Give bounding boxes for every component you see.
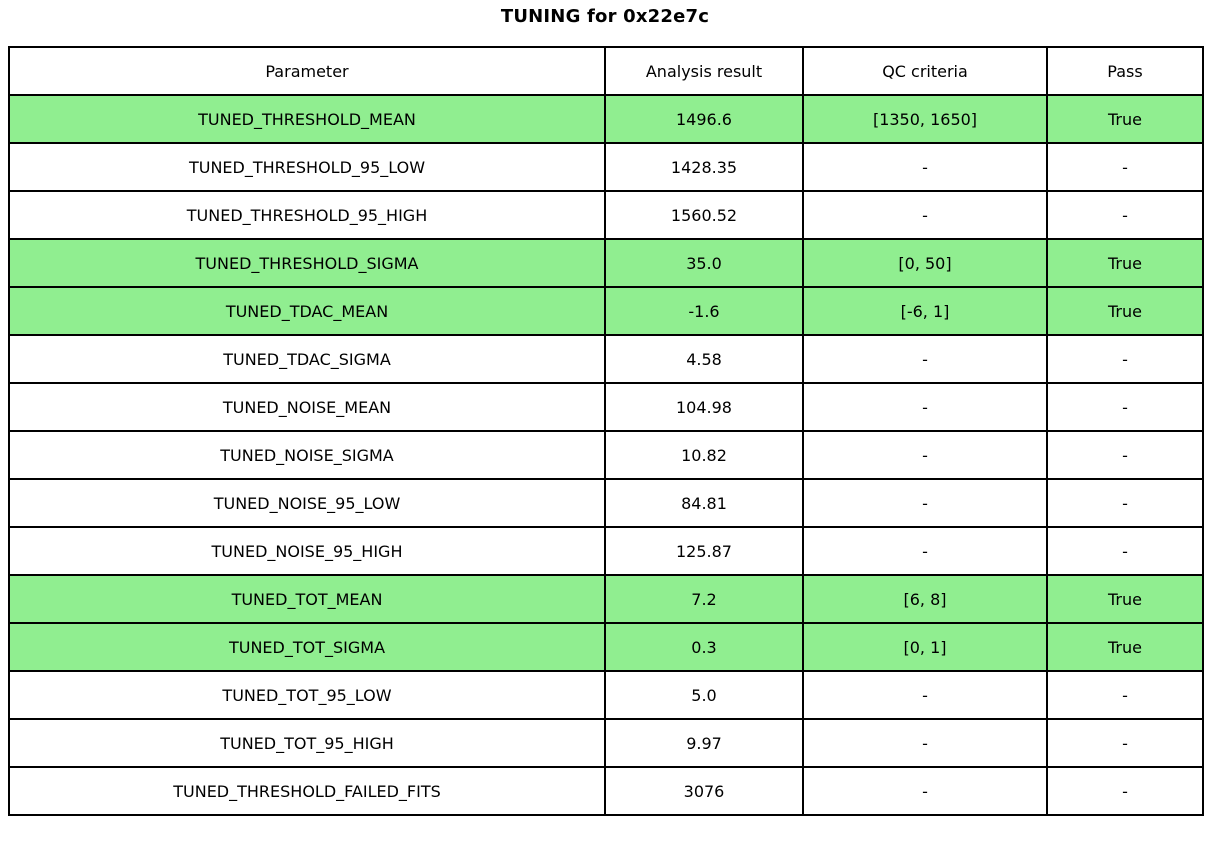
analysis-result-cell: 0.3 <box>604 622 804 672</box>
table-row: TUNED_THRESHOLD_SIGMA 35.0 [0, 50] True <box>8 238 1204 288</box>
parameter-cell: TUNED_NOISE_95_LOW <box>8 478 606 528</box>
parameter-cell: TUNED_TOT_95_HIGH <box>8 718 606 768</box>
pass-cell: - <box>1046 718 1204 768</box>
table-row: TUNED_TOT_95_HIGH 9.97 - - <box>8 718 1204 768</box>
table-row: TUNED_TDAC_MEAN -1.6 [-6, 1] True <box>8 286 1204 336</box>
qc-criteria-cell: [0, 50] <box>802 238 1048 288</box>
table-row: TUNED_TDAC_SIGMA 4.58 - - <box>8 334 1204 384</box>
qc-criteria-cell: - <box>802 382 1048 432</box>
analysis-result-cell: 10.82 <box>604 430 804 480</box>
parameter-cell: TUNED_NOISE_SIGMA <box>8 430 606 480</box>
parameter-cell: TUNED_TOT_SIGMA <box>8 622 606 672</box>
pass-cell: - <box>1046 334 1204 384</box>
parameter-cell: TUNED_THRESHOLD_MEAN <box>8 94 606 144</box>
qc-criteria-cell: - <box>802 430 1048 480</box>
qc-criteria-cell: - <box>802 526 1048 576</box>
analysis-result-cell: 4.58 <box>604 334 804 384</box>
qc-criteria-cell: - <box>802 478 1048 528</box>
parameter-cell: TUNED_THRESHOLD_95_HIGH <box>8 190 606 240</box>
analysis-result-cell: 9.97 <box>604 718 804 768</box>
table-row: TUNED_NOISE_SIGMA 10.82 - - <box>8 430 1204 480</box>
page-title: TUNING for 0x22e7c <box>500 6 710 27</box>
column-header-qc-criteria: QC criteria <box>802 46 1048 96</box>
table-row: TUNED_NOISE_95_LOW 84.81 - - <box>8 478 1204 528</box>
qc-criteria-cell: - <box>802 670 1048 720</box>
table-row: TUNED_NOISE_MEAN 104.98 - - <box>8 382 1204 432</box>
qc-criteria-cell: [6, 8] <box>802 574 1048 624</box>
analysis-result-cell: 7.2 <box>604 574 804 624</box>
pass-cell: True <box>1046 622 1204 672</box>
analysis-result-cell: 35.0 <box>604 238 804 288</box>
qc-criteria-cell: [-6, 1] <box>802 286 1048 336</box>
column-header-analysis-result: Analysis result <box>604 46 804 96</box>
pass-cell: - <box>1046 478 1204 528</box>
analysis-result-cell: 104.98 <box>604 382 804 432</box>
table-row: TUNED_THRESHOLD_95_HIGH 1560.52 - - <box>8 190 1204 240</box>
analysis-result-cell: 1560.52 <box>604 190 804 240</box>
qc-criteria-cell: - <box>802 766 1048 816</box>
pass-cell: - <box>1046 526 1204 576</box>
header-row: Parameter Analysis result QC criteria Pa… <box>8 46 1204 96</box>
pass-cell: - <box>1046 382 1204 432</box>
analysis-result-cell: 1428.35 <box>604 142 804 192</box>
qc-criteria-cell: - <box>802 718 1048 768</box>
analysis-result-cell: 3076 <box>604 766 804 816</box>
qc-criteria-cell: [1350, 1650] <box>802 94 1048 144</box>
analysis-result-cell: -1.6 <box>604 286 804 336</box>
parameter-cell: TUNED_TDAC_MEAN <box>8 286 606 336</box>
parameter-cell: TUNED_THRESHOLD_95_LOW <box>8 142 606 192</box>
qc-criteria-cell: - <box>802 142 1048 192</box>
parameter-cell: TUNED_THRESHOLD_FAILED_FITS <box>8 766 606 816</box>
parameter-cell: TUNED_THRESHOLD_SIGMA <box>8 238 606 288</box>
pass-cell: True <box>1046 574 1204 624</box>
pass-cell: True <box>1046 238 1204 288</box>
column-header-parameter: Parameter <box>8 46 606 96</box>
parameter-cell: TUNED_TOT_MEAN <box>8 574 606 624</box>
parameter-cell: TUNED_TDAC_SIGMA <box>8 334 606 384</box>
pass-cell: - <box>1046 190 1204 240</box>
qc-criteria-cell: [0, 1] <box>802 622 1048 672</box>
pass-cell: - <box>1046 142 1204 192</box>
analysis-result-cell: 125.87 <box>604 526 804 576</box>
column-header-pass: Pass <box>1046 46 1204 96</box>
qc-criteria-cell: - <box>802 334 1048 384</box>
parameter-cell: TUNED_NOISE_MEAN <box>8 382 606 432</box>
pass-cell: - <box>1046 766 1204 816</box>
pass-cell: - <box>1046 430 1204 480</box>
parameter-cell: TUNED_TOT_95_LOW <box>8 670 606 720</box>
table-row: TUNED_THRESHOLD_95_LOW 1428.35 - - <box>8 142 1204 192</box>
table-row: TUNED_TOT_SIGMA 0.3 [0, 1] True <box>8 622 1204 672</box>
table-row: TUNED_THRESHOLD_FAILED_FITS 3076 - - <box>8 766 1204 816</box>
table-row: TUNED_TOT_MEAN 7.2 [6, 8] True <box>8 574 1204 624</box>
table-row: TUNED_TOT_95_LOW 5.0 - - <box>8 670 1204 720</box>
parameter-cell: TUNED_NOISE_95_HIGH <box>8 526 606 576</box>
tuning-qc-table: Parameter Analysis result QC criteria Pa… <box>8 46 1204 816</box>
analysis-result-cell: 84.81 <box>604 478 804 528</box>
pass-cell: True <box>1046 94 1204 144</box>
table-row: TUNED_NOISE_95_HIGH 125.87 - - <box>8 526 1204 576</box>
analysis-result-cell: 1496.6 <box>604 94 804 144</box>
qc-criteria-cell: - <box>802 190 1048 240</box>
pass-cell: - <box>1046 670 1204 720</box>
table-row: TUNED_THRESHOLD_MEAN 1496.6 [1350, 1650]… <box>8 94 1204 144</box>
analysis-result-cell: 5.0 <box>604 670 804 720</box>
pass-cell: True <box>1046 286 1204 336</box>
